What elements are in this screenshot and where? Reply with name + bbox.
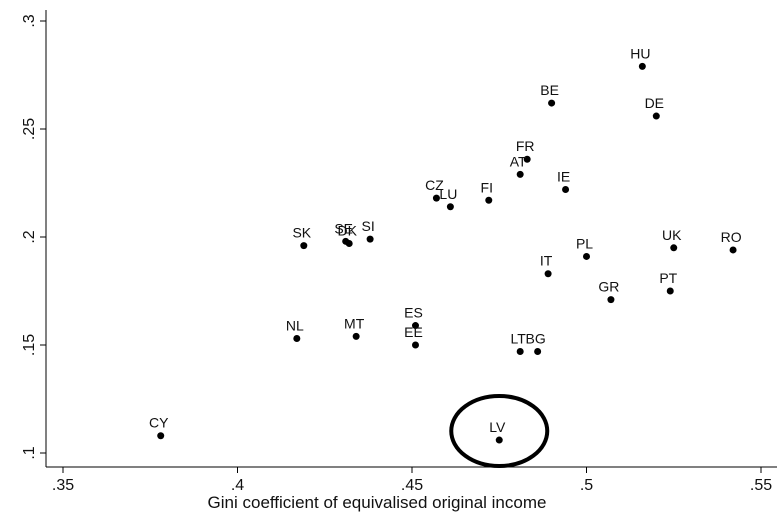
point-label-lt: LT xyxy=(511,330,527,346)
point-label-ro: RO xyxy=(721,229,742,245)
point-label-pl: PL xyxy=(576,235,593,251)
point-label-at: AT xyxy=(510,153,527,169)
point-dk xyxy=(345,239,353,247)
point-ee xyxy=(411,341,419,349)
point-label-de: DE xyxy=(645,95,664,111)
point-cy xyxy=(157,432,165,440)
point-fr xyxy=(523,155,531,163)
point-de xyxy=(652,112,660,120)
point-label-dk: DK xyxy=(337,222,357,238)
x-tick-label: .45 xyxy=(401,477,423,494)
point-gr xyxy=(607,296,615,304)
point-si xyxy=(366,235,374,243)
point-label-pt: PT xyxy=(659,270,677,286)
y-tick-label: .2 xyxy=(21,230,38,243)
point-it xyxy=(544,270,552,278)
point-at xyxy=(516,170,524,178)
point-label-fi: FI xyxy=(481,179,493,195)
point-label-fr: FR xyxy=(516,138,535,154)
point-es xyxy=(411,322,419,330)
point-mt xyxy=(352,332,360,340)
point-label-cy: CY xyxy=(149,415,169,431)
x-axis-title: Gini coefficient of equivalised original… xyxy=(208,493,547,512)
point-label-gr: GR xyxy=(598,279,619,295)
y-tick-label: .15 xyxy=(21,334,38,356)
y-tick-label: .3 xyxy=(21,14,38,27)
point-lv xyxy=(495,436,503,444)
x-tick-label: .35 xyxy=(52,477,74,494)
point-label-si: SI xyxy=(362,218,375,234)
point-label-ee: EE xyxy=(404,324,423,340)
y-axis-ticks: .1 .15 .2 .25 .3 xyxy=(21,14,46,460)
x-tick-label: .5 xyxy=(580,477,593,494)
x-tick-label: .4 xyxy=(231,477,244,494)
point-label-sk: SK xyxy=(292,225,311,241)
point-label-it: IT xyxy=(540,253,553,269)
point-label-cz: CZ xyxy=(425,177,444,193)
point-hu xyxy=(638,62,646,70)
point-cz xyxy=(432,194,440,202)
point-label-uk: UK xyxy=(662,227,682,243)
point-fi xyxy=(485,196,493,204)
point-pl xyxy=(583,252,590,260)
point-label-mt: MT xyxy=(344,315,365,331)
point-label-bg: BG xyxy=(526,330,546,346)
point-label-se: SE xyxy=(334,220,353,236)
point-label-ie: IE xyxy=(557,168,570,184)
point-be xyxy=(548,99,556,107)
point-lt xyxy=(516,347,524,355)
point-label-nl: NL xyxy=(286,318,304,334)
point-lu xyxy=(446,203,454,211)
x-axis-ticks: .35 .4 .45 .5 .55 xyxy=(52,467,772,494)
point-uk xyxy=(670,244,678,252)
point-bg xyxy=(534,347,542,355)
y-tick-label: .25 xyxy=(21,118,38,140)
y-tick-label: .1 xyxy=(21,446,38,459)
point-nl xyxy=(293,335,301,343)
x-tick-label: .55 xyxy=(750,477,772,494)
point-label-lu: LU xyxy=(439,186,457,202)
highlight-ellipse xyxy=(449,394,550,469)
point-label-hu: HU xyxy=(630,45,650,61)
point-ie xyxy=(562,185,570,193)
point-ro xyxy=(729,246,737,254)
point-label-lv: LV xyxy=(489,419,506,435)
point-sk xyxy=(300,242,308,250)
point-label-es: ES xyxy=(404,305,423,321)
point-pt xyxy=(666,287,674,295)
point-label-be: BE xyxy=(540,82,559,98)
